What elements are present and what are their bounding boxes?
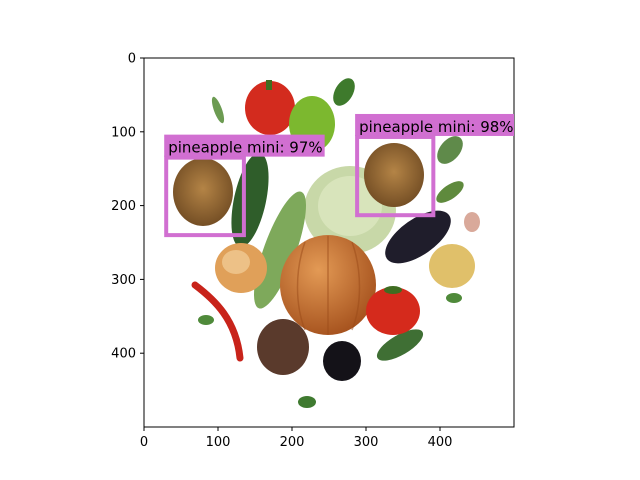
x-tick-label: 300 xyxy=(354,435,379,450)
y-tick-label: 100 xyxy=(111,125,136,140)
x-tick-label: 400 xyxy=(428,435,453,450)
y-tick-label: 200 xyxy=(111,199,136,214)
detections: pineapple mini: 97% pineapple mini: 98% xyxy=(164,113,514,238)
detection-label: pineapple mini: 98% xyxy=(359,118,513,136)
detection-label-background xyxy=(164,134,325,157)
photo xyxy=(144,58,514,427)
detection-label: pineapple mini: 97% xyxy=(168,139,322,157)
x-tick-label: 200 xyxy=(280,435,305,450)
y-tick-label: 0 xyxy=(128,52,136,67)
detection-label-background xyxy=(355,113,514,136)
axis-ticks: 0 100 200 300 400 0 100 200 300 400 xyxy=(111,52,452,451)
y-tick-label: 300 xyxy=(111,273,136,288)
detection-box xyxy=(164,155,246,238)
y-tick-label: 400 xyxy=(111,347,136,362)
x-tick-label: 100 xyxy=(206,435,231,450)
x-tick-label: 0 xyxy=(140,435,148,450)
plot-frame xyxy=(143,57,515,428)
detection-box xyxy=(355,134,436,218)
